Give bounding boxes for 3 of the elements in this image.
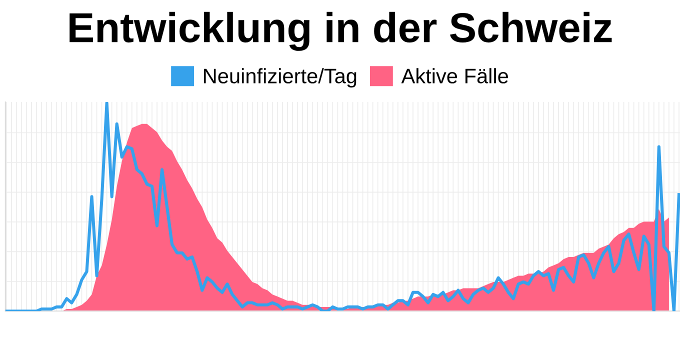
chart-title: Entwicklung in der Schweiz xyxy=(70,12,612,51)
legend-label: Aktive Fälle xyxy=(401,68,508,84)
legend-label: Neuinfizierte/Tag xyxy=(204,68,356,88)
